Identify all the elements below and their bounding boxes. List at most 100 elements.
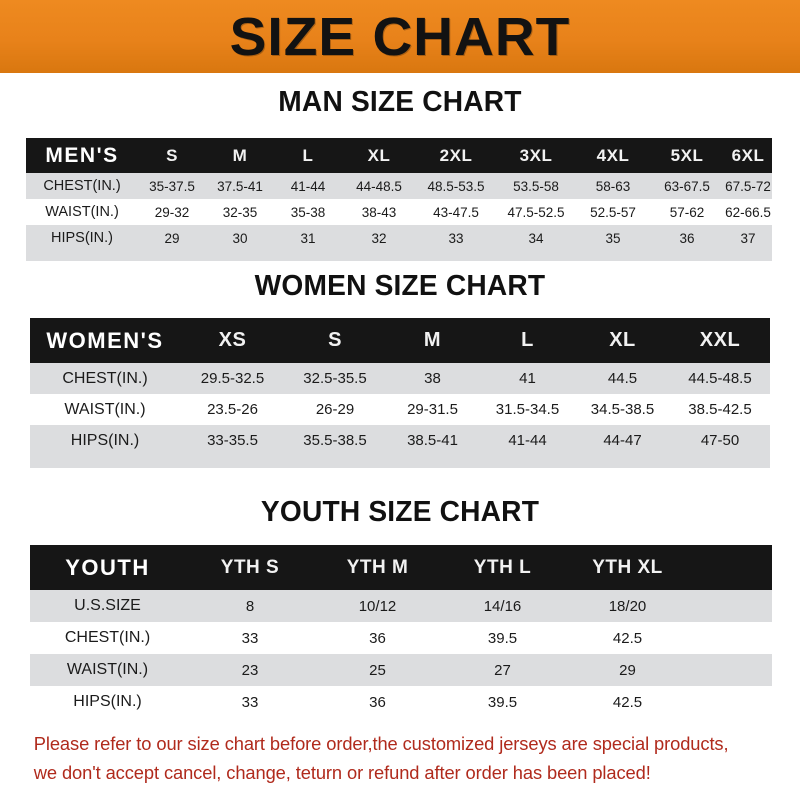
- women-table-bottom-strip: [30, 456, 770, 468]
- men-chest-l: 41-44: [290, 178, 326, 194]
- women-waist-xxl: 38.5-42.5: [688, 401, 752, 418]
- order-policy-line-2: we don't accept cancel, change, teturn o…: [33, 761, 651, 783]
- table-row: WAIST(IN.) 29-32 32-35 35-38 38-43 43-47…: [26, 199, 772, 225]
- men-hips-5xl: 36: [679, 230, 695, 246]
- men-chest-4xl: 58-63: [595, 178, 631, 194]
- men-hips-m: 30: [232, 230, 248, 246]
- men-waist-m: 32-35: [222, 204, 258, 220]
- youth-size-s: YTH S: [220, 556, 280, 578]
- men-row-label-hips: HIPS(IN.): [50, 230, 114, 246]
- men-size-2xl: 2XL: [439, 145, 473, 165]
- youth-waist-spacer: [690, 654, 772, 686]
- women-hips-m: 38.5-41: [407, 432, 458, 449]
- youth-row-label-us-size: U.S.SIZE: [74, 597, 141, 614]
- youth-hips-m: 36: [369, 693, 386, 711]
- women-waist-m: 29-31.5: [407, 401, 458, 418]
- men-size-table: MEN'S S M L XL 2XL 3XL 4XL 5XL 6XL CHEST…: [26, 138, 772, 261]
- table-row: HIPS(IN.) 33 36 39.5 42.5: [30, 686, 772, 718]
- youth-waist-xl: 29: [619, 661, 636, 679]
- youth-ussize-s: 8: [245, 597, 255, 615]
- women-waist-xl: 34.5-38.5: [590, 401, 655, 418]
- women-waist-s: 26-29: [315, 401, 355, 418]
- order-policy-note: Please refer to our size chart before or…: [34, 730, 777, 787]
- men-chest-m: 37.5-41: [217, 178, 263, 194]
- women-chest-xl: 44.5: [607, 370, 638, 387]
- youth-chest-m: 36: [369, 629, 386, 647]
- youth-hips-xl: 42.5: [612, 693, 643, 711]
- men-waist-3xl: 47.5-52.5: [507, 204, 565, 220]
- youth-row-label-hips: HIPS(IN.): [73, 693, 142, 710]
- men-size-3xl: 3XL: [519, 145, 553, 165]
- youth-chest-s: 33: [241, 629, 259, 647]
- men-waist-4xl: 52.5-57: [590, 204, 636, 220]
- women-waist-l: 31.5-34.5: [495, 401, 560, 418]
- youth-header-spacer: [690, 545, 772, 590]
- youth-ussize-spacer: [690, 590, 772, 622]
- men-waist-2xl: 43-47.5: [433, 204, 479, 220]
- women-size-xl: XL: [609, 329, 636, 351]
- youth-chest-spacer: [690, 622, 772, 654]
- men-chest-3xl: 53.5-58: [513, 178, 559, 194]
- men-hips-xl: 32: [371, 230, 387, 246]
- men-hips-2xl: 33: [448, 230, 464, 246]
- men-size-6xl: 6XL: [731, 145, 765, 165]
- table-row: CHEST(IN.) 29.5-32.5 32.5-35.5 38 41 44.…: [30, 363, 770, 394]
- women-hips-l: 41-44: [508, 432, 547, 449]
- youth-waist-l: 27: [494, 661, 511, 679]
- men-hips-3xl: 34: [528, 230, 544, 246]
- women-size-xs: XS: [218, 329, 247, 351]
- men-size-l: L: [302, 145, 314, 165]
- women-chest-s: 32.5-35.5: [303, 370, 367, 387]
- men-hips-s: 29: [164, 230, 180, 246]
- table-row: U.S.SIZE 8 10/12 14/16 18/20: [30, 590, 772, 622]
- table-row: WAIST(IN.) 23 25 27 29: [30, 654, 772, 686]
- women-row-label-waist: WAIST(IN.): [64, 400, 146, 418]
- men-header-row: MEN'S S M L XL 2XL 3XL 4XL 5XL 6XL: [26, 138, 772, 173]
- youth-chest-xl: 42.5: [612, 629, 643, 647]
- men-size-5xl: 5XL: [670, 145, 704, 165]
- youth-section-heading: YOUTH SIZE CHART: [260, 496, 540, 528]
- youth-size-m: YTH M: [346, 556, 409, 578]
- women-hips-xl: 44-47: [603, 432, 642, 449]
- women-chest-m: 38: [424, 370, 441, 387]
- women-size-s: S: [328, 329, 342, 351]
- women-section-heading: WOMEN SIZE CHART: [254, 270, 546, 302]
- men-header-label: MEN'S: [45, 143, 119, 167]
- men-hips-6xl: 37: [740, 230, 756, 246]
- women-header-row: WOMEN'S XS S M L XL XXL: [30, 318, 770, 363]
- men-chest-6xl: 67.5-72: [725, 178, 771, 194]
- youth-ussize-m: 10/12: [358, 597, 397, 615]
- women-hips-s: 35.5-38.5: [303, 432, 367, 449]
- youth-chest-l: 39.5: [487, 629, 518, 647]
- men-section-heading: MAN SIZE CHART: [278, 86, 522, 118]
- men-size-4xl: 4XL: [596, 145, 630, 165]
- women-hips-xxl: 47-50: [700, 432, 740, 449]
- men-chest-5xl: 63-67.5: [664, 178, 710, 194]
- women-waist-xs: 23.5-26: [207, 401, 258, 418]
- men-hips-l: 31: [300, 230, 316, 246]
- men-chest-s: 35-37.5: [149, 178, 195, 194]
- women-header-label: WOMEN'S: [46, 327, 164, 353]
- table-row: WAIST(IN.) 23.5-26 26-29 29-31.5 31.5-34…: [30, 394, 770, 425]
- men-waist-xl: 38-43: [361, 204, 397, 220]
- table-row: HIPS(IN.) 33-35.5 35.5-38.5 38.5-41 41-4…: [30, 425, 770, 456]
- men-size-m: M: [232, 145, 248, 165]
- table-row: CHEST(IN.) 35-37.5 37.5-41 41-44 44-48.5…: [26, 173, 772, 199]
- men-waist-l: 35-38: [290, 204, 326, 220]
- women-size-l: L: [521, 329, 534, 351]
- page-title: SIZE CHART: [229, 6, 571, 67]
- youth-waist-s: 23: [241, 661, 259, 679]
- youth-size-xl: YTH XL: [592, 556, 663, 578]
- women-size-m: M: [423, 329, 442, 351]
- youth-size-table: YOUTH YTH S YTH M YTH L YTH XL U.S.SIZE …: [30, 545, 772, 718]
- youth-size-l: YTH L: [473, 556, 532, 578]
- table-row: HIPS(IN.) 29 30 31 32 33 34 35 36 37: [26, 225, 772, 251]
- youth-ussize-l: 14/16: [483, 597, 522, 615]
- women-row-label-hips: HIPS(IN.): [70, 431, 140, 449]
- table-row: CHEST(IN.) 33 36 39.5 42.5: [30, 622, 772, 654]
- youth-header-row: YOUTH YTH S YTH M YTH L YTH XL: [30, 545, 772, 590]
- youth-ussize-xl: 18/20: [608, 597, 647, 615]
- page-banner: SIZE CHART: [0, 0, 800, 73]
- women-chest-xxl: 44.5-48.5: [688, 370, 752, 387]
- men-chest-xl: 44-48.5: [356, 178, 402, 194]
